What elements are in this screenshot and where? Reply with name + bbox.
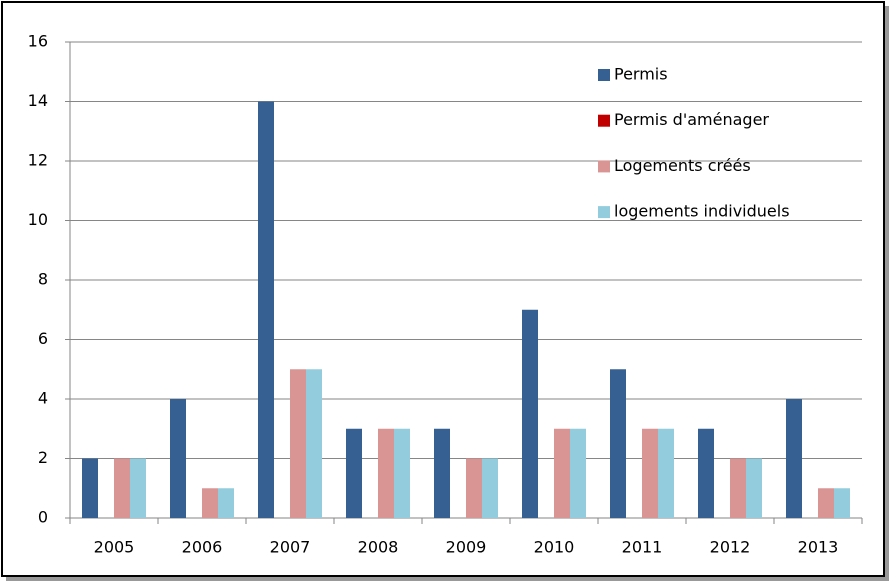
frame-shadow xyxy=(885,6,889,579)
legend-swatch xyxy=(598,69,610,81)
x-tick-label: 2009 xyxy=(446,538,487,557)
frame-shadow xyxy=(6,577,889,581)
legend-label: Permis d'aménager xyxy=(614,110,769,129)
x-tick-label: 2008 xyxy=(358,538,399,557)
bar xyxy=(218,488,234,518)
bar xyxy=(394,428,410,518)
bar xyxy=(746,458,762,518)
x-tick-label: 2007 xyxy=(270,538,311,557)
legend-swatch xyxy=(598,206,610,219)
bar xyxy=(554,428,570,518)
x-tick-label: 2006 xyxy=(182,538,223,557)
bar xyxy=(290,369,306,518)
bar xyxy=(258,101,274,518)
bar xyxy=(114,458,130,518)
bar xyxy=(434,428,450,518)
y-tick-label: 10 xyxy=(28,210,48,229)
x-tick-label: 2005 xyxy=(94,538,135,557)
legend-swatch xyxy=(598,160,610,173)
x-tick-label: 2012 xyxy=(710,538,751,557)
bar xyxy=(306,369,322,518)
legend-label: logements individuels xyxy=(614,202,790,221)
bar xyxy=(202,488,218,518)
bar xyxy=(522,309,538,518)
bar xyxy=(130,458,146,518)
legend-label: Logements créés xyxy=(614,156,751,175)
bar xyxy=(346,428,362,518)
bar xyxy=(570,428,586,518)
bar xyxy=(466,458,482,518)
legend-label: Permis xyxy=(614,65,668,84)
x-tick-label: 2011 xyxy=(622,538,663,557)
bar xyxy=(786,399,802,518)
bar xyxy=(818,488,834,518)
bar xyxy=(170,399,186,518)
y-tick-label: 6 xyxy=(38,329,48,348)
y-tick-label: 2 xyxy=(38,448,48,467)
y-tick-label: 14 xyxy=(28,91,48,110)
x-tick-label: 2010 xyxy=(534,538,575,557)
bar xyxy=(610,369,626,518)
bar xyxy=(658,428,674,518)
legend-swatch xyxy=(598,114,610,127)
y-tick-label: 8 xyxy=(38,270,48,289)
y-tick-label: 16 xyxy=(28,32,48,51)
bar xyxy=(378,428,394,518)
bar xyxy=(82,458,98,518)
bar xyxy=(730,458,746,518)
bar xyxy=(642,428,658,518)
bar xyxy=(482,458,498,518)
y-tick-label: 12 xyxy=(28,151,48,170)
y-tick-label: 0 xyxy=(38,508,48,527)
y-tick-label: 4 xyxy=(38,389,48,408)
bar xyxy=(834,488,850,518)
bar xyxy=(698,428,714,518)
x-tick-label: 2013 xyxy=(798,538,839,557)
